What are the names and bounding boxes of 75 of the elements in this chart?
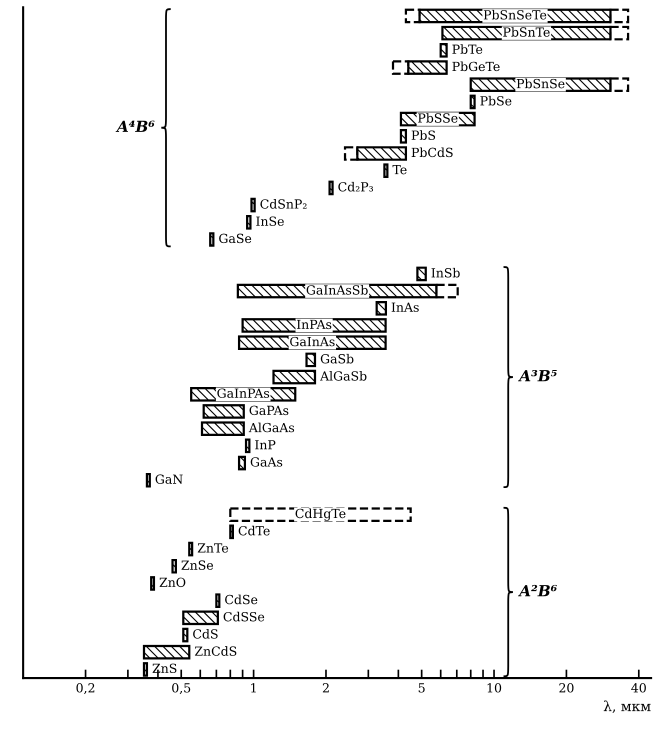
bar [416, 266, 427, 282]
bar [470, 94, 476, 110]
annotation: A⁴B⁶ [116, 120, 155, 132]
bar [200, 421, 245, 436]
y-tick-label: GaInAs [290, 336, 335, 346]
annotation: A³B⁵ [518, 370, 557, 382]
y-tick-label: AlGaSb [320, 371, 366, 381]
y-tick-label: ZnS [152, 664, 176, 674]
bar [238, 456, 246, 470]
x-tick-label: 20 [559, 683, 574, 693]
bar [209, 232, 214, 247]
y-tick-label: CdSe [225, 594, 258, 604]
y-tick-label: ZnCdS [194, 646, 236, 656]
y-tick-label: GaInPAs [217, 388, 270, 398]
bar [229, 507, 412, 522]
y-tick-label: ZnTe [198, 543, 228, 553]
y-tick-label: GaInAsSb [306, 285, 368, 295]
x-tick-label: 5 [418, 683, 425, 693]
bar [400, 129, 408, 144]
y-tick-label: CdSSe [224, 612, 264, 622]
bar [229, 524, 234, 540]
bar [182, 628, 188, 642]
y-tick-label: CdSnP₂ [260, 199, 307, 209]
annotation: A²B⁶ [518, 584, 557, 596]
bar [272, 370, 316, 384]
bar [202, 404, 245, 419]
y-tick-label: GaPAs [250, 406, 288, 416]
y-tick-label: GaSb [320, 354, 354, 364]
bar [244, 438, 250, 454]
y-tick-label: Te [392, 165, 407, 174]
y-tick-label: GaAs [250, 457, 282, 467]
y-tick-label: GaSe [219, 234, 252, 244]
y-tick-label: GaN [156, 474, 183, 484]
bar [305, 352, 316, 368]
x-tick-label: 10 [488, 683, 502, 693]
x-tick-label: 0,5 [172, 683, 190, 694]
x-tick-label: 40 [631, 683, 646, 693]
x-tick-label: 2 [322, 683, 329, 692]
y-tick-label: PbGeTe [452, 61, 500, 72]
bar [182, 610, 219, 626]
y-tick-label: InPAs [296, 320, 332, 330]
y-tick-label: PbSe [480, 96, 512, 106]
y-tick-label: InP [255, 440, 276, 450]
y-tick-label: PbSnSe [516, 78, 564, 88]
x-tick-label: 1 [251, 683, 256, 692]
y-tick-label: PbS [412, 130, 436, 140]
y-tick-label: PbSSe [418, 113, 458, 123]
y-tick-label: CdS [193, 628, 218, 639]
y-tick-label: PbSnSeTe [484, 10, 546, 20]
bar [215, 593, 220, 608]
y-tick-label: InAs [392, 302, 419, 312]
y-tick-label: PbTe [452, 44, 482, 54]
bar [376, 300, 388, 316]
bar [246, 214, 252, 230]
bar [328, 180, 334, 196]
y-tick-label: InSe [256, 216, 284, 226]
bar [150, 576, 156, 591]
bar [146, 472, 151, 488]
bar [142, 644, 190, 660]
bar [188, 542, 194, 556]
y-tick-label: CdHgTe [296, 508, 346, 521]
y-tick-label: CdTe [238, 526, 270, 536]
y-tick-label: PbSnTe [503, 27, 550, 37]
y-tick-label: ZnSe [182, 560, 214, 570]
bar [383, 163, 388, 178]
bar [440, 43, 448, 58]
y-tick-label: AlGaAs [248, 422, 294, 432]
bar [171, 558, 177, 574]
y-tick-label: ZnO [160, 578, 186, 588]
x-tick-label: 0,2 [76, 683, 94, 694]
x-axis-title: λ, мкм [604, 700, 651, 713]
y-tick-label: PbCdS [412, 147, 453, 158]
y-tick-label: Cd₂P₃ [338, 182, 374, 192]
bar [250, 198, 256, 212]
y-tick-label: InSb [432, 268, 460, 278]
